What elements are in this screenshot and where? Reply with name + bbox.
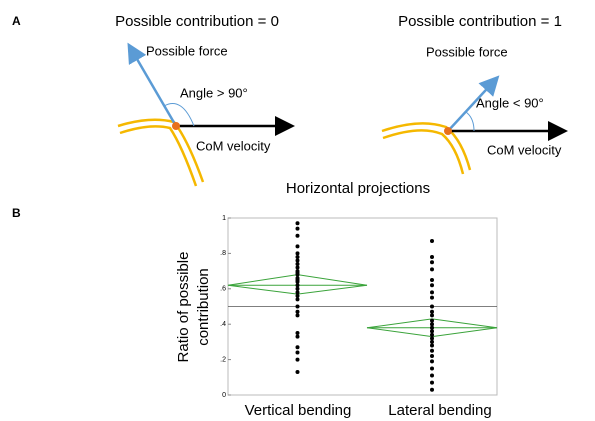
y-tick-label: .2 (220, 356, 226, 363)
data-point (296, 345, 300, 349)
data-point (430, 239, 434, 243)
data-point (296, 283, 300, 287)
page: A Possible contribution = 0 Possible for… (0, 0, 595, 421)
data-point (430, 319, 434, 323)
data-point (430, 310, 434, 314)
data-point (430, 267, 434, 271)
data-point (430, 260, 434, 264)
y-tick-label: 0 (222, 392, 226, 399)
data-point (430, 329, 434, 333)
data-point (430, 336, 434, 340)
data-point (296, 335, 300, 339)
data-point (296, 255, 300, 259)
data-point (430, 255, 434, 259)
data-point (430, 349, 434, 353)
data-point (296, 266, 300, 270)
data-point (296, 287, 300, 291)
diagram-title: Possible contribution = 0 (115, 13, 279, 30)
data-point (430, 343, 434, 347)
data-point (296, 305, 300, 309)
angle-label: Angle < 90° (476, 95, 544, 110)
data-point (296, 258, 300, 262)
data-point (430, 278, 434, 282)
data-point (296, 358, 300, 362)
data-point (296, 351, 300, 355)
body-curve (120, 126, 196, 186)
data-point (430, 290, 434, 294)
com-point (172, 122, 180, 130)
chart-title: Horizontal projections (286, 180, 430, 197)
data-point (430, 359, 434, 363)
y-tick-label: .6 (220, 286, 226, 293)
data-point (430, 326, 434, 330)
body-curve (383, 130, 463, 174)
data-point (430, 374, 434, 378)
panel-label: B (12, 206, 21, 220)
data-point (296, 331, 300, 335)
data-point (430, 322, 434, 326)
data-point (296, 370, 300, 374)
data-point (430, 333, 434, 337)
figure: A Possible contribution = 0 Possible for… (0, 0, 595, 421)
angle-arc (466, 112, 474, 131)
data-point (430, 381, 434, 385)
data-point (296, 251, 300, 255)
diagram-title: Possible contribution = 1 (398, 13, 562, 30)
angle-label: Angle > 90° (180, 85, 248, 100)
data-point (296, 297, 300, 301)
y-axis-label: Ratio of possible (175, 252, 192, 363)
data-point (296, 244, 300, 248)
force-label: Possible force (426, 44, 508, 59)
x-tick-label: Lateral bending (388, 402, 491, 419)
y-axis-label: contribution (195, 268, 212, 346)
force-arrow (130, 47, 176, 126)
data-point (296, 310, 300, 314)
data-point (296, 221, 300, 225)
data-point (430, 354, 434, 358)
y-tick-label: 1 (222, 215, 226, 222)
panel-label: A (12, 14, 21, 28)
data-point (430, 366, 434, 370)
data-point (296, 313, 300, 317)
data-point (296, 280, 300, 284)
y-tick-label: .8 (220, 250, 226, 257)
data-point (296, 273, 300, 277)
data-point (430, 388, 434, 392)
force-label: Possible force (146, 43, 228, 58)
data-point (430, 305, 434, 309)
data-point (296, 290, 300, 294)
data-point (296, 234, 300, 238)
data-point (430, 283, 434, 287)
data-point (430, 313, 434, 317)
data-point (296, 227, 300, 231)
data-point (430, 340, 434, 344)
com-point (444, 127, 452, 135)
y-tick-label: .4 (220, 321, 226, 328)
data-point (296, 294, 300, 298)
velocity-label: CoM velocity (196, 138, 271, 153)
velocity-label: CoM velocity (487, 142, 562, 157)
data-point (296, 262, 300, 266)
x-tick-label: Vertical bending (245, 402, 352, 419)
data-point (430, 296, 434, 300)
